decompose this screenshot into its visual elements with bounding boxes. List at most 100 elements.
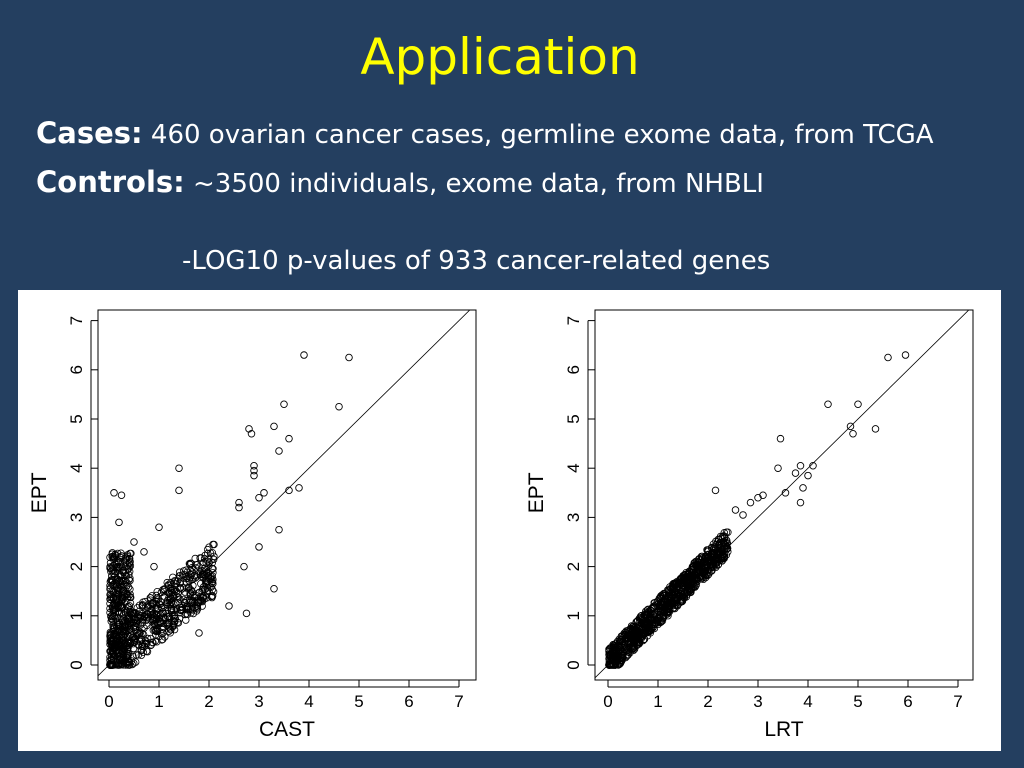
data-point: [195, 629, 203, 637]
data-point: [663, 586, 672, 594]
data-point: [106, 564, 114, 572]
data-point: [255, 543, 263, 551]
data-point: [185, 577, 193, 585]
data-point: [255, 493, 263, 502]
data-point: [159, 608, 167, 616]
data-point: [110, 605, 118, 614]
data-point: [250, 466, 258, 475]
data-point: [138, 602, 147, 610]
controls-label: Controls:: [36, 165, 185, 199]
data-point: [660, 607, 668, 616]
y-tick-label: 0: [67, 660, 86, 669]
data-point: [115, 656, 124, 664]
data-point: [109, 621, 117, 629]
point-cluster: [106, 540, 218, 669]
data-point: [204, 569, 212, 577]
data-point: [659, 607, 667, 615]
data-point: [112, 638, 120, 646]
data-point: [136, 621, 145, 629]
data-point: [198, 566, 206, 575]
data-point: [114, 625, 122, 633]
x-axis-label: CAST: [259, 718, 315, 741]
data-point: [673, 602, 682, 610]
cases-label: Cases:: [36, 116, 143, 150]
data-point: [127, 610, 135, 618]
x-tick-label: 3: [254, 692, 263, 711]
data-point: [153, 624, 161, 632]
data-point: [151, 637, 159, 645]
data-point: [796, 461, 805, 470]
data-point: [150, 562, 158, 571]
data-point: [781, 489, 790, 497]
data-point: [606, 661, 614, 669]
data-point: [669, 600, 677, 609]
data-point: [175, 486, 183, 495]
data-point: [209, 575, 217, 584]
y-tick-label: 2: [67, 562, 86, 571]
data-point: [635, 618, 644, 626]
data-point: [120, 632, 128, 640]
data-point: [120, 625, 128, 633]
data-point: [196, 593, 205, 601]
data-point: [149, 639, 157, 647]
plot-frame: [594, 309, 974, 681]
data-point: [680, 594, 689, 602]
x-tick-label: 1: [154, 692, 163, 711]
cases-line: Cases: 460 ovarian cancer cases, germlin…: [36, 116, 934, 150]
data-point: [721, 532, 729, 541]
cases-text: 460 ovarian cancer cases, germline exome…: [150, 120, 934, 150]
x-tick-label: 5: [354, 692, 363, 711]
x-tick-label: 5: [853, 692, 862, 711]
data-point: [685, 587, 694, 595]
data-point: [183, 606, 191, 614]
data-point: [618, 654, 626, 662]
data-point: [114, 558, 122, 567]
data-point: [633, 638, 641, 646]
data-point: [140, 612, 149, 620]
data-point: [335, 402, 343, 411]
data-point: [129, 624, 137, 633]
data-point: [138, 640, 147, 648]
data-point: [245, 425, 253, 433]
data-point: [701, 568, 709, 576]
data-point: [746, 498, 755, 507]
data-point: [147, 605, 156, 613]
data-point: [152, 615, 161, 623]
x-tick-label: 6: [404, 692, 413, 711]
data-point: [345, 353, 353, 362]
x-tick-label: 3: [753, 692, 762, 711]
data-point: [139, 630, 148, 639]
data-point: [126, 558, 134, 566]
data-point: [200, 564, 209, 572]
data-point: [285, 434, 293, 443]
point-cluster: [605, 528, 732, 669]
data-point: [106, 637, 114, 646]
data-point: [627, 632, 636, 641]
data-point: [692, 576, 700, 584]
data-point: [137, 651, 146, 659]
data-point: [199, 558, 208, 567]
data-point: [175, 614, 184, 623]
data-point: [108, 577, 117, 585]
data-point: [125, 660, 134, 669]
data-point: [121, 609, 130, 617]
data-point: [628, 622, 637, 631]
data-point: [646, 606, 655, 614]
data-point: [106, 660, 114, 668]
data-point: [275, 447, 283, 455]
data-point: [685, 567, 693, 576]
data-point: [197, 554, 205, 562]
data-point: [723, 544, 732, 552]
data-point: [148, 610, 157, 619]
x-tick-label: 7: [454, 692, 463, 711]
data-point: [884, 353, 892, 362]
data-point: [700, 564, 709, 572]
plot-frame: [97, 309, 477, 681]
data-point: [119, 655, 128, 663]
data-point: [107, 638, 115, 646]
data-point: [112, 633, 121, 641]
data-point: [191, 574, 199, 582]
data-point: [270, 584, 278, 593]
data-point: [193, 604, 201, 612]
x-tick-label: 0: [104, 692, 113, 711]
